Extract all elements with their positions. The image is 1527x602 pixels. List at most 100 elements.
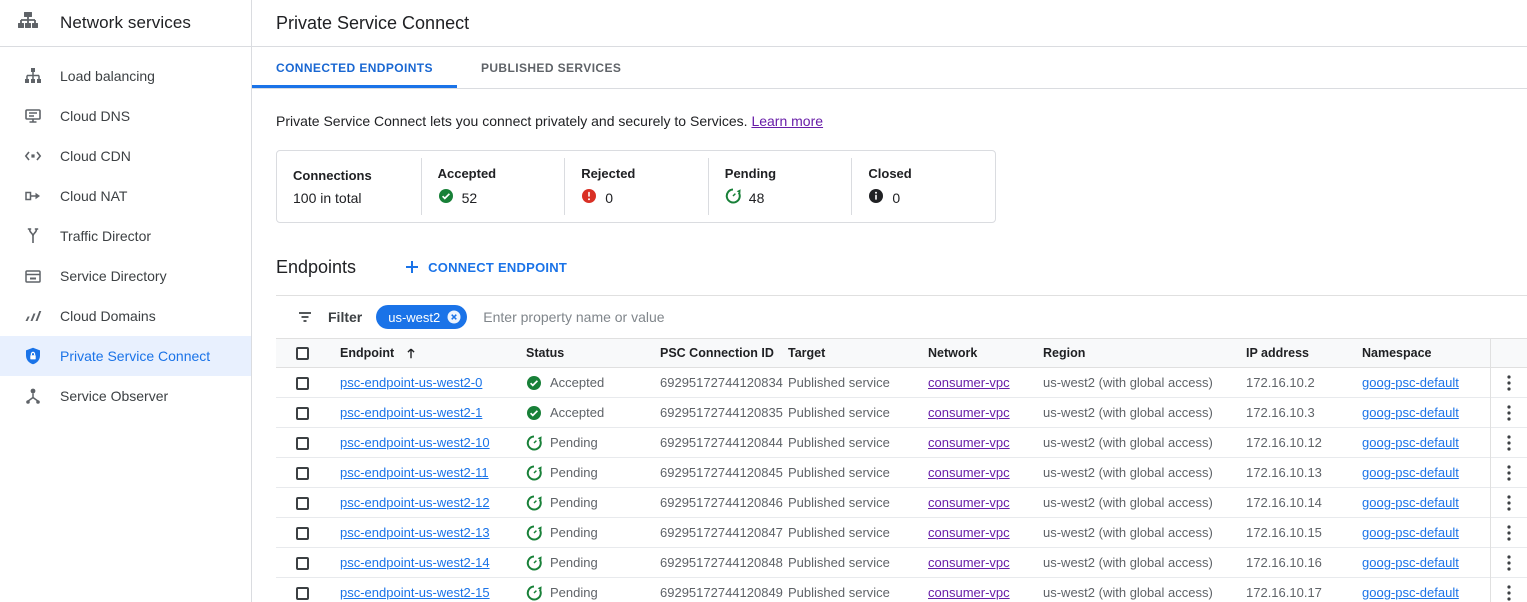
network-link[interactable]: consumer-vpc <box>928 585 1010 600</box>
pending-icon <box>526 525 542 540</box>
sidebar-item-cloud-nat[interactable]: Cloud NAT <box>0 176 251 216</box>
endpoint-link[interactable]: psc-endpoint-us-west2-13 <box>340 525 490 540</box>
sidebar-header: Network services <box>0 0 251 47</box>
endpoint-link[interactable]: psc-endpoint-us-west2-14 <box>340 555 490 570</box>
status-icon <box>526 375 542 391</box>
namespace-link[interactable]: goog-psc-default <box>1362 465 1459 480</box>
row-checkbox[interactable] <box>296 467 309 481</box>
target: Published service <box>788 585 890 600</box>
sidebar-item-label: Private Service Connect <box>60 348 211 364</box>
endpoint-link[interactable]: psc-endpoint-us-west2-11 <box>340 465 489 480</box>
accepted-check-icon <box>527 375 541 390</box>
sidebar-item-cloud-dns[interactable]: Cloud DNS <box>0 96 251 136</box>
endpoint-link[interactable]: psc-endpoint-us-west2-0 <box>340 375 483 390</box>
endpoint-link[interactable]: psc-endpoint-us-west2-15 <box>340 585 490 600</box>
select-all-checkbox[interactable] <box>296 347 309 361</box>
network-link[interactable]: consumer-vpc <box>928 465 1010 480</box>
row-checkbox[interactable] <box>296 407 309 421</box>
tab-published-services[interactable]: PUBLISHED SERVICES <box>480 60 622 75</box>
psc-connection-id: 69295172744120846 <box>660 495 783 510</box>
kebab-menu-icon[interactable] <box>1501 491 1517 515</box>
sidebar-item-load-balancing[interactable]: Load balancing <box>0 56 251 96</box>
column-header-target[interactable]: Target <box>788 346 826 360</box>
filter-chip-us-west2[interactable]: us-west2 <box>376 305 468 329</box>
endpoint-link[interactable]: psc-endpoint-us-west2-12 <box>340 495 490 510</box>
column-header-status[interactable]: Status <box>526 346 565 360</box>
kebab-menu-icon[interactable] <box>1501 581 1517 602</box>
network-link[interactable]: consumer-vpc <box>928 555 1010 570</box>
status-icon <box>526 495 542 511</box>
endpoints-table-panel: Filter us-west2 Endpoint Status PSC Con <box>276 295 1527 602</box>
ip-address: 172.16.10.12 <box>1246 435 1322 450</box>
namespace-link[interactable]: goog-psc-default <box>1362 405 1459 420</box>
region: us-west2 (with global access) <box>1043 585 1213 600</box>
namespace-link[interactable]: goog-psc-default <box>1362 525 1459 540</box>
stat-label: Pending <box>724 166 777 181</box>
filter-input[interactable] <box>481 308 1527 326</box>
sidebar-item-service-observer[interactable]: Service Observer <box>0 376 251 416</box>
kebab-menu-icon[interactable] <box>1501 461 1517 485</box>
row-checkbox[interactable] <box>296 377 309 391</box>
pending-circle-icon <box>725 188 741 207</box>
column-header-region[interactable]: Region <box>1043 346 1086 360</box>
endpoint-link[interactable]: psc-endpoint-us-west2-1 <box>340 405 483 420</box>
stat-label: Rejected <box>581 166 636 181</box>
status-text: Pending <box>550 495 598 510</box>
accepted-check-icon <box>527 405 541 420</box>
row-checkbox[interactable] <box>296 527 309 541</box>
namespace-link[interactable]: goog-psc-default <box>1362 435 1459 450</box>
private-service-connect-icon <box>24 347 42 365</box>
kebab-menu-icon[interactable] <box>1501 521 1517 545</box>
target: Published service <box>788 555 890 570</box>
tab-connected-endpoints[interactable]: CONNECTED ENDPOINTS <box>252 47 457 88</box>
connect-endpoint-button[interactable]: CONNECT ENDPOINT <box>404 259 567 275</box>
sidebar-item-label: Load balancing <box>60 68 155 84</box>
sidebar-item-traffic-director[interactable]: Traffic Director <box>0 216 251 256</box>
kebab-menu-icon[interactable] <box>1501 551 1517 575</box>
network-link[interactable]: consumer-vpc <box>928 525 1010 540</box>
sidebar-item-service-directory[interactable]: Service Directory <box>0 256 251 296</box>
sidebar-item-cloud-domains[interactable]: Cloud Domains <box>0 296 251 336</box>
network-link[interactable]: consumer-vpc <box>928 495 1010 510</box>
namespace-link[interactable]: goog-psc-default <box>1362 555 1459 570</box>
row-checkbox[interactable] <box>296 497 309 511</box>
column-header-network[interactable]: Network <box>928 346 978 360</box>
learn-more-link[interactable]: Learn more <box>751 113 824 129</box>
status-icon <box>526 435 542 451</box>
stat-label: Accepted <box>437 166 497 181</box>
endpoints-table: Endpoint Status PSC Connection ID Target… <box>276 338 1527 602</box>
kebab-menu-icon[interactable] <box>1501 431 1517 455</box>
kebab-menu-icon[interactable] <box>1501 371 1517 395</box>
network-link[interactable]: consumer-vpc <box>928 405 1010 420</box>
sidebar-item-private-service-connect[interactable]: Private Service Connect <box>0 336 251 376</box>
column-header-endpoint[interactable]: Endpoint <box>340 346 395 360</box>
endpoint-link[interactable]: psc-endpoint-us-west2-10 <box>340 435 490 450</box>
network-link[interactable]: consumer-vpc <box>928 435 1010 450</box>
column-header-ip-address[interactable]: IP address <box>1246 346 1310 360</box>
intro-text: Private Service Connect lets you connect… <box>276 113 1527 129</box>
kebab-menu-icon[interactable] <box>1501 401 1517 425</box>
sidebar-item-cloud-cdn[interactable]: Cloud CDN <box>0 136 251 176</box>
sidebar-nav: Load balancing Cloud DNS Cloud CDN Cloud… <box>0 47 251 416</box>
table-row: psc-endpoint-us-west2-11 Pending 6929517… <box>276 457 1527 488</box>
ip-address: 172.16.10.14 <box>1246 495 1322 510</box>
network-link[interactable]: consumer-vpc <box>928 375 1010 390</box>
psc-connection-id: 69295172744120847 <box>660 525 783 540</box>
namespace-link[interactable]: goog-psc-default <box>1362 495 1459 510</box>
sidebar-item-label: Cloud NAT <box>60 188 128 204</box>
service-directory-icon <box>24 267 42 285</box>
main-area: Private Service Connect CONNECTED ENDPOI… <box>252 0 1527 602</box>
row-checkbox[interactable] <box>296 437 309 451</box>
tab-bar: CONNECTED ENDPOINTS PUBLISHED SERVICES <box>252 47 1527 89</box>
status-text: Accepted <box>550 405 605 420</box>
sort-ascending-icon[interactable] <box>404 346 418 360</box>
connect-endpoint-label: CONNECT ENDPOINT <box>428 259 568 275</box>
namespace-link[interactable]: goog-psc-default <box>1362 585 1459 600</box>
column-header-namespace[interactable]: Namespace <box>1362 346 1432 360</box>
row-checkbox[interactable] <box>296 557 309 571</box>
row-checkbox[interactable] <box>296 587 309 601</box>
column-header-psc-connection-id[interactable]: PSC Connection ID <box>660 346 774 360</box>
namespace-link[interactable]: goog-psc-default <box>1362 375 1459 390</box>
table-row: psc-endpoint-us-west2-13 Pending 6929517… <box>276 517 1527 548</box>
chip-remove-icon[interactable] <box>446 309 462 325</box>
